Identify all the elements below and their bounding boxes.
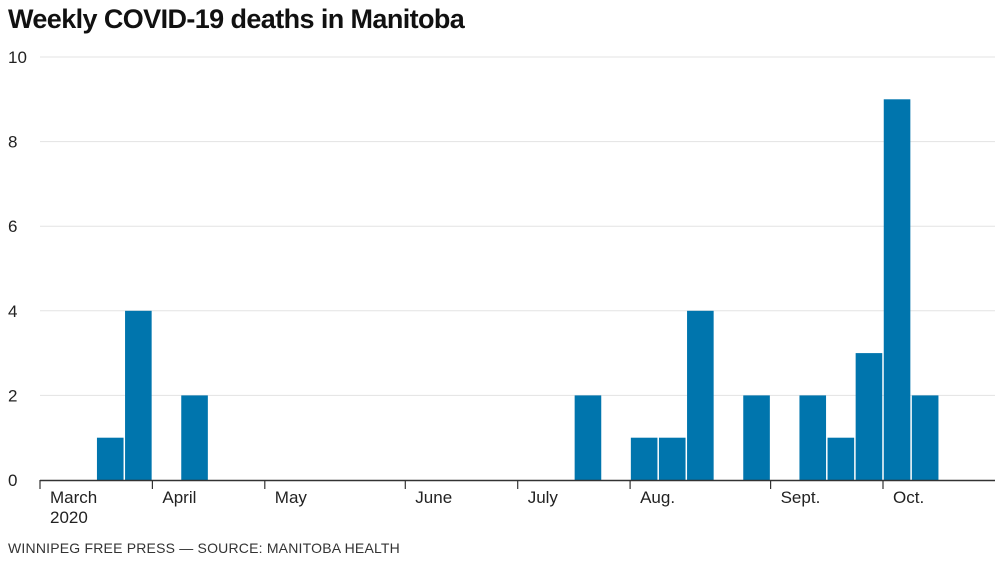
x-tick-label: June — [415, 488, 452, 507]
bar-week-26 — [743, 395, 770, 480]
x-tick-label: Oct. — [893, 488, 924, 507]
y-tick-label: 0 — [8, 471, 17, 490]
x-tick-label: May — [275, 488, 308, 507]
bar-week-22 — [630, 437, 658, 480]
bars — [96, 99, 939, 481]
x-tick-label: Sept. — [781, 488, 821, 507]
y-axis-tick-labels: 0 2 4 6 8 10 — [8, 48, 27, 490]
bar-week-32 — [911, 395, 939, 480]
x-tick-label: Aug. — [640, 488, 675, 507]
bar-week-23 — [658, 437, 686, 480]
bar-week-20 — [574, 395, 602, 480]
bar-week-4 — [125, 310, 152, 480]
bar-week-3 — [96, 437, 124, 480]
x-tick-sublabel: 2020 — [50, 508, 88, 527]
x-tick-label: March — [50, 488, 97, 507]
bar-week-24 — [687, 310, 714, 480]
gridlines — [40, 56, 995, 396]
y-tick-label: 2 — [8, 386, 17, 405]
x-axis — [39, 479, 995, 489]
y-tick-label: 10 — [8, 48, 27, 67]
y-tick-label: 6 — [8, 217, 17, 236]
chart-title: Weekly COVID-19 deaths in Manitoba — [8, 4, 465, 34]
bar-week-29 — [827, 437, 855, 480]
x-tick-label: April — [162, 488, 196, 507]
x-tick-label: July — [528, 488, 559, 507]
y-tick-label: 8 — [8, 133, 17, 152]
y-tick-label: 4 — [8, 302, 17, 321]
bar-week-6 — [181, 395, 208, 480]
bar-week-30 — [855, 353, 883, 480]
bar-week-31 — [883, 99, 911, 481]
source-credit: WINNIPEG FREE PRESS — SOURCE: MANITOBA H… — [8, 540, 400, 556]
bar-week-28 — [799, 395, 827, 480]
